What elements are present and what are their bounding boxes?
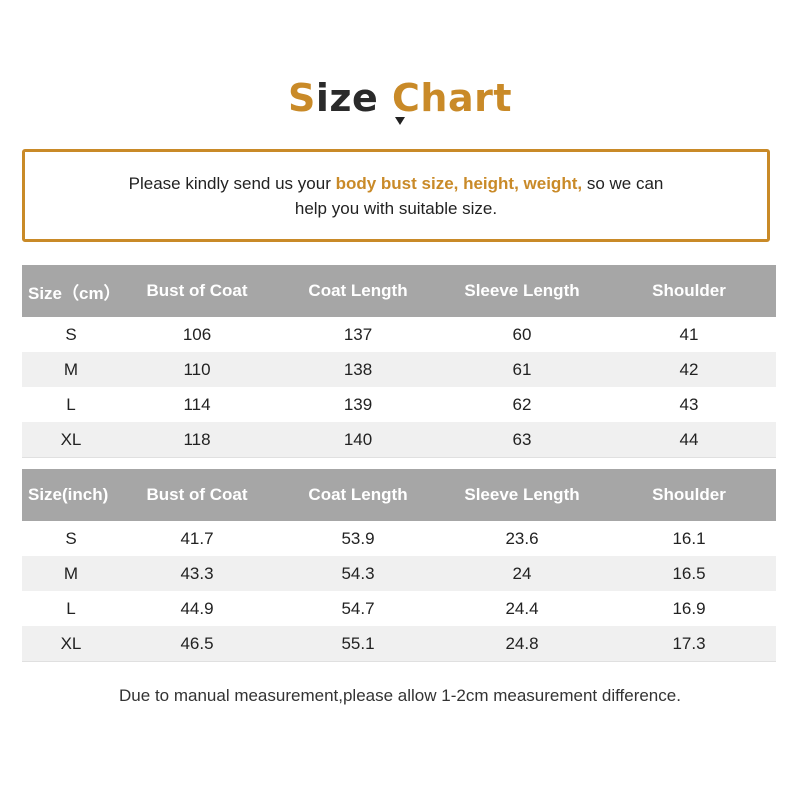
table-row: S 41.7 53.9 23.6 16.1 — [22, 521, 776, 556]
table-cell: 24.8 — [442, 626, 602, 662]
table-cell: 43 — [602, 387, 776, 422]
title-part-3: Chart — [392, 76, 513, 120]
table-cell: 54.7 — [274, 591, 442, 626]
table-cell: 140 — [274, 422, 442, 458]
header-bust: Bust of Coat — [120, 265, 274, 317]
size-table-cm: Size（cm） Bust of Coat Coat Length Sleeve… — [22, 265, 776, 458]
title-part-2: ize — [315, 76, 379, 120]
triangle-down-icon — [395, 117, 405, 125]
table-cell: 24 — [442, 556, 602, 591]
header-sleeve-length: Sleeve Length — [442, 265, 602, 317]
notice-before: Please kindly send us your — [128, 173, 336, 193]
header-sleeve-length: Sleeve Length — [442, 469, 602, 521]
table-cell: 139 — [274, 387, 442, 422]
table-cell: 60 — [442, 317, 602, 352]
notice-highlight: body bust size, height, weight, — [335, 173, 583, 193]
footer-note: Due to manual measurement,please allow 1… — [119, 686, 681, 705]
header-coat-length: Coat Length — [274, 265, 442, 317]
table-cell: 114 — [120, 387, 274, 422]
table-cell: 53.9 — [274, 521, 442, 556]
header-bust: Bust of Coat — [120, 469, 274, 521]
table-cell: S — [22, 317, 120, 352]
table-cell: M — [22, 556, 120, 591]
table-cell: 63 — [442, 422, 602, 458]
table-cell: 16.1 — [602, 521, 776, 556]
table-cell: 44 — [602, 422, 776, 458]
notice-line2: help you with suitable size. — [294, 198, 498, 218]
table-row: XL 46.5 55.1 24.8 17.3 — [22, 626, 776, 662]
table-cell: 110 — [120, 352, 274, 387]
table-cell: 24.4 — [442, 591, 602, 626]
table-cell: 118 — [120, 422, 274, 458]
table-row: M 110 138 61 42 — [22, 352, 776, 387]
header-size: Size(inch) — [22, 469, 120, 521]
table-row: L 44.9 54.7 24.4 16.9 — [22, 591, 776, 626]
table-cell: L — [22, 387, 120, 422]
table-cell: 44.9 — [120, 591, 274, 626]
table-row: L 114 139 62 43 — [22, 387, 776, 422]
table-cell: 16.5 — [602, 556, 776, 591]
notice-text: Please kindly send us your body bust siz… — [129, 171, 664, 221]
table-cell: 106 — [120, 317, 274, 352]
table-cell: M — [22, 352, 120, 387]
header-coat-length: Coat Length — [274, 469, 442, 521]
header-size: Size（cm） — [22, 265, 121, 317]
table-cell: 55.1 — [274, 626, 442, 662]
table-cell: 41 — [602, 317, 776, 352]
table-cell: 137 — [274, 317, 442, 352]
table-cell: 23.6 — [442, 521, 602, 556]
table-row: S 106 137 60 41 — [22, 317, 776, 352]
table-cell: L — [22, 591, 120, 626]
table-row: M 43.3 54.3 24 16.5 — [22, 556, 776, 591]
notice-after: so we can — [582, 173, 664, 193]
table-header-row: Size（cm） Bust of Coat Coat Length Sleeve… — [22, 265, 776, 317]
table-cell: 46.5 — [120, 626, 274, 662]
table-cell: 42 — [602, 352, 776, 387]
table-header-row: Size(inch) Bust of Coat Coat Length Slee… — [22, 469, 776, 521]
table-cell: S — [22, 521, 120, 556]
table-cell: 17.3 — [602, 626, 776, 662]
page-title: Size Chart — [0, 76, 800, 120]
table-cell: 54.3 — [274, 556, 442, 591]
table-cell: XL — [22, 626, 120, 662]
notice-box: Please kindly send us your body bust siz… — [22, 149, 770, 242]
table-cell: 16.9 — [602, 591, 776, 626]
table-cell: 138 — [274, 352, 442, 387]
header-shoulder: Shoulder — [602, 265, 776, 317]
size-table-inch: Size(inch) Bust of Coat Coat Length Slee… — [22, 469, 776, 662]
table-cell: XL — [22, 422, 120, 458]
header-shoulder: Shoulder — [602, 469, 776, 521]
table-cell: 62 — [442, 387, 602, 422]
table-cell: 61 — [442, 352, 602, 387]
table-cell: 43.3 — [120, 556, 274, 591]
table-row: XL 118 140 63 44 — [22, 422, 776, 458]
title-part-1: S — [287, 76, 316, 120]
table-cell: 41.7 — [120, 521, 274, 556]
